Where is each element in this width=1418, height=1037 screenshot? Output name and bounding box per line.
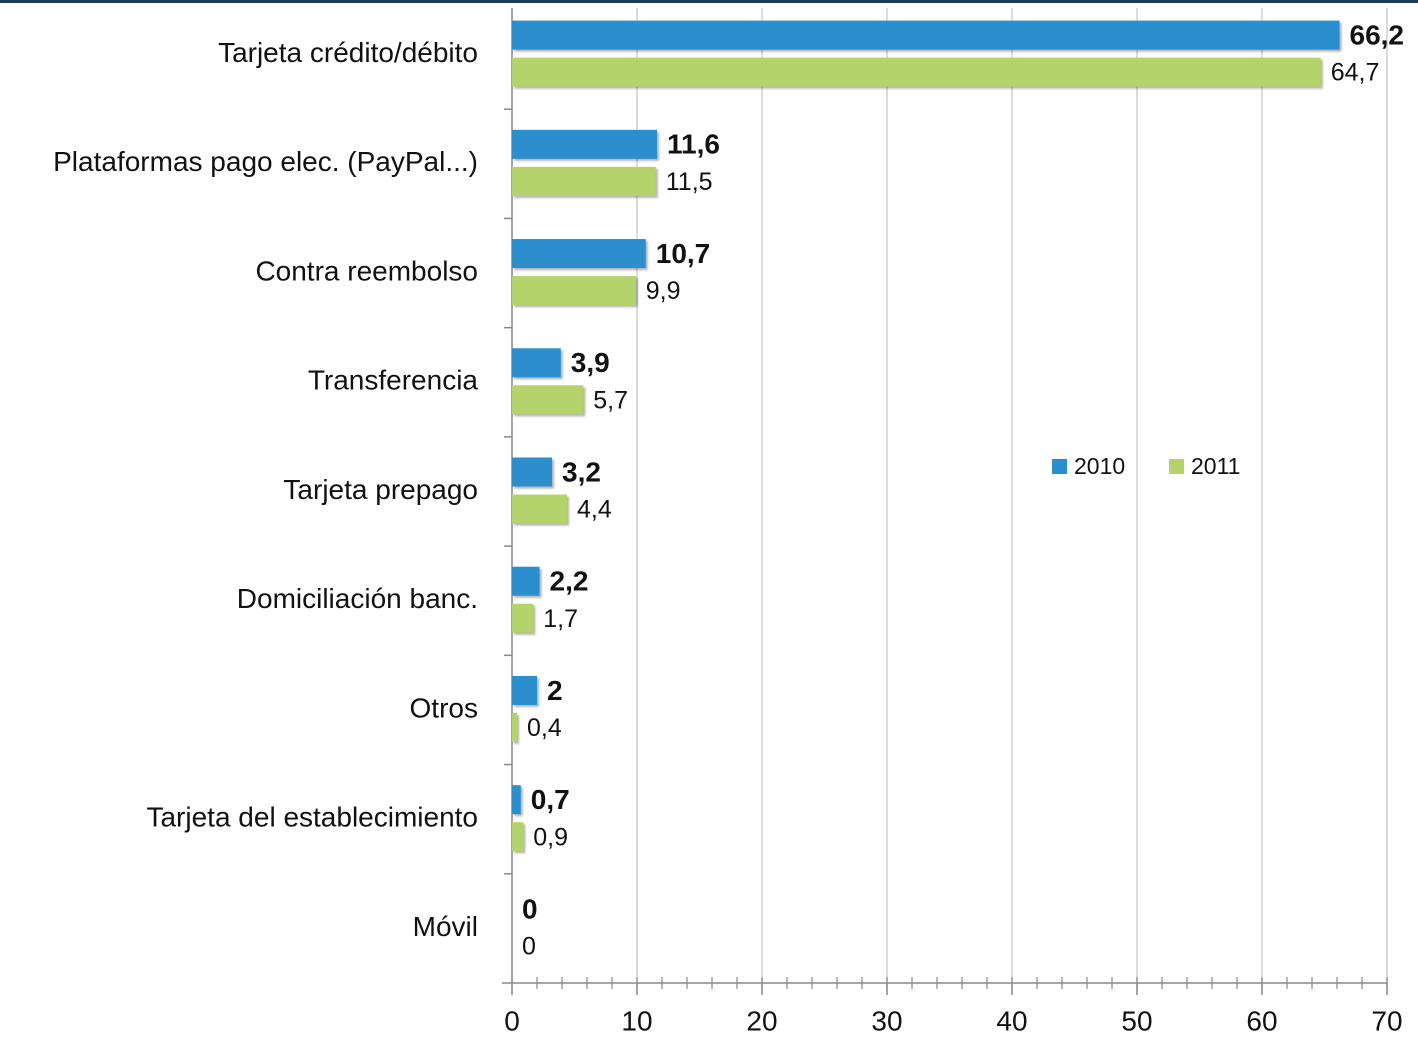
value-label: 4,4 (577, 496, 612, 524)
category-label: Otros (410, 692, 478, 723)
value-label: 1,7 (543, 605, 578, 633)
x-tick-label: 0 (504, 1005, 520, 1036)
x-tick-label: 10 (621, 1005, 652, 1036)
legend-label: 2011 (1191, 453, 1240, 479)
bar (512, 785, 521, 815)
legend-swatch (1052, 459, 1067, 474)
value-label: 2 (547, 675, 563, 706)
bar (512, 712, 517, 742)
bar (512, 566, 540, 596)
value-label: 0,9 (533, 823, 568, 851)
value-label: 0 (522, 932, 536, 960)
bar (512, 166, 656, 196)
x-tick-label: 40 (996, 1005, 1027, 1036)
bar (512, 239, 646, 269)
bar (512, 457, 552, 487)
value-label: 5,7 (593, 386, 628, 414)
category-label: Contra reembolso (255, 255, 478, 286)
category-label: Tarjeta del establecimiento (146, 802, 478, 833)
value-label: 11,5 (666, 168, 713, 196)
category-label: Tarjeta prepago (283, 474, 478, 505)
bar (512, 129, 657, 159)
category-label: Domiciliación banc. (237, 583, 478, 614)
top-border (0, 0, 1418, 3)
x-tick-label: 30 (871, 1005, 902, 1036)
x-tick-label: 20 (746, 1005, 777, 1036)
category-label: Tarjeta crédito/débito (218, 37, 478, 68)
bar (512, 494, 567, 524)
legend-label: 2010 (1074, 453, 1125, 479)
x-tick-label: 60 (1246, 1005, 1277, 1036)
value-label: 2,2 (550, 566, 589, 597)
bar (512, 822, 524, 852)
bar (512, 603, 534, 633)
value-label: 66,2 (1350, 20, 1405, 51)
value-label: 11,6 (667, 129, 720, 160)
bar (512, 276, 636, 306)
bar (512, 20, 1340, 50)
bar (512, 385, 584, 415)
category-label: Transferencia (308, 365, 479, 396)
bar (512, 348, 561, 378)
value-label: 0 (522, 893, 538, 924)
legend: 2010 2011 (1052, 453, 1240, 479)
value-label: 64,7 (1331, 59, 1380, 87)
bar (512, 675, 537, 705)
x-tick-label: 50 (1121, 1005, 1152, 1036)
value-label: 0,4 (527, 714, 562, 742)
value-label: 3,9 (571, 347, 610, 378)
value-label: 9,9 (646, 277, 681, 305)
value-label: 0,7 (531, 784, 570, 815)
x-tick-label: 70 (1371, 1005, 1402, 1036)
category-label: Plataformas pago elec. (PayPal...) (53, 146, 478, 177)
legend-swatch (1169, 459, 1184, 474)
value-label: 10,7 (656, 238, 711, 269)
category-label: Móvil (413, 911, 478, 942)
bar (512, 57, 1321, 87)
value-label: 3,2 (562, 456, 601, 487)
